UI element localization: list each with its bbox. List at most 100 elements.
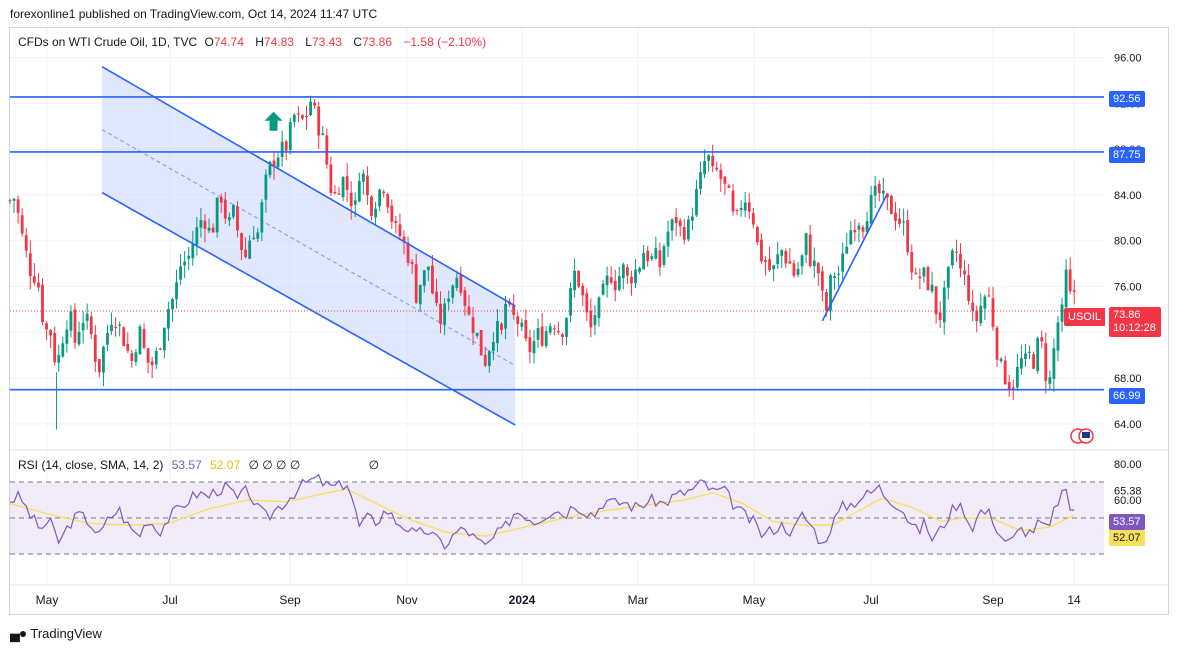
channel-lower-line <box>101 191 516 426</box>
candle-body <box>890 195 893 214</box>
branding-text: TradingView <box>30 625 102 641</box>
candle-body <box>524 320 528 339</box>
candle-body <box>682 227 686 240</box>
candle-body <box>934 286 938 315</box>
close-label: C <box>353 35 362 49</box>
rsi-sma-tag: 52.07 <box>1109 530 1145 546</box>
candle-body <box>24 235 28 251</box>
candle-body <box>999 358 1003 362</box>
candle-body <box>102 346 105 373</box>
candle-body <box>321 133 325 135</box>
rsi-sma-value: 52.07 <box>210 458 241 472</box>
candle-body <box>699 172 702 190</box>
candle-body <box>865 221 869 233</box>
candle-body <box>719 169 723 180</box>
candle-body <box>179 266 182 280</box>
candle-body <box>118 324 122 326</box>
candle-body <box>16 199 20 213</box>
candle-body <box>589 310 593 328</box>
candle-body <box>869 194 873 224</box>
channel-layer <box>101 66 516 426</box>
rsi-sma-line <box>9 488 1075 537</box>
rsi-tick-label: 65.38 <box>1114 485 1142 497</box>
candle-body <box>49 330 53 336</box>
candle-body <box>487 351 491 366</box>
candle-body <box>162 327 166 351</box>
candle-body <box>678 220 682 227</box>
candle-body <box>914 272 918 274</box>
candle-body <box>219 196 223 203</box>
candle-body <box>1036 338 1040 371</box>
candle-body <box>443 303 447 325</box>
candle-body <box>203 220 207 229</box>
candle-body <box>122 327 126 346</box>
low-value: 73.43 <box>311 35 342 49</box>
candle-body <box>723 176 727 184</box>
candle-body <box>288 122 292 150</box>
price-tick-label: 76.00 <box>1114 282 1142 294</box>
candle-body <box>577 270 581 287</box>
rsi-name[interactable]: RSI (14, close, SMA, 14, 2) <box>18 458 164 472</box>
time-tick-label: Sep <box>982 593 1004 607</box>
candle-body <box>715 167 719 170</box>
candle-body <box>361 173 365 182</box>
candle-body <box>85 313 89 321</box>
candle-body <box>910 251 914 273</box>
candle-body <box>1015 367 1019 388</box>
high-label: H <box>255 35 264 49</box>
price-tick-label: 84.00 <box>1114 190 1142 202</box>
candle-body <box>849 230 853 245</box>
candle-body <box>73 309 77 343</box>
candle-body <box>642 253 646 270</box>
candle-body <box>816 263 820 274</box>
candle-body <box>1060 304 1064 322</box>
candle-body <box>808 234 812 267</box>
tradingview-logo[interactable]: ▄● TradingView <box>10 625 102 641</box>
channel-upper-line <box>101 65 516 307</box>
candle-body <box>126 344 130 351</box>
candle-body <box>938 312 942 321</box>
candle-body <box>727 185 731 188</box>
candle-body <box>569 288 572 316</box>
candle-body <box>53 333 57 363</box>
candle-body <box>410 261 414 264</box>
candle-body <box>1068 269 1072 292</box>
price-tick-label: 64.00 <box>1114 419 1142 431</box>
candle-body <box>829 275 832 311</box>
candle-body <box>857 225 861 230</box>
candle-body <box>833 276 836 279</box>
symbol-name[interactable]: CFDs on WTI Crude Oil, 1D, TVC <box>18 35 198 49</box>
candle-body <box>800 255 804 267</box>
candle-body <box>942 287 946 323</box>
candle-body <box>248 240 252 259</box>
time-tick-label: Sep <box>279 593 301 607</box>
candle-body <box>707 155 711 161</box>
candle-body <box>451 285 455 298</box>
candle-body <box>520 322 524 327</box>
candle-body <box>341 177 345 198</box>
candle-body <box>1048 377 1052 384</box>
candle-body <box>382 191 386 194</box>
candle-body <box>211 227 215 233</box>
open-value: 74.74 <box>213 35 244 49</box>
symbol-tag: USOIL <box>1064 308 1106 326</box>
candle-body <box>512 305 516 315</box>
candle-body <box>626 267 629 276</box>
candle-body <box>195 227 199 245</box>
candle-body <box>825 292 828 311</box>
candle-body <box>609 277 613 283</box>
candle-body <box>605 275 609 286</box>
candle-body <box>991 298 995 327</box>
candle-body <box>292 114 296 122</box>
candle-body <box>264 174 268 200</box>
candle-body <box>240 233 243 250</box>
candle-body <box>463 290 467 306</box>
low-label: L <box>305 35 312 49</box>
candle-body <box>747 202 751 212</box>
candle-body <box>764 260 767 262</box>
candle-body <box>305 115 308 118</box>
candle-body <box>406 242 410 263</box>
candle-body <box>134 352 138 362</box>
candle-body <box>1003 360 1007 385</box>
